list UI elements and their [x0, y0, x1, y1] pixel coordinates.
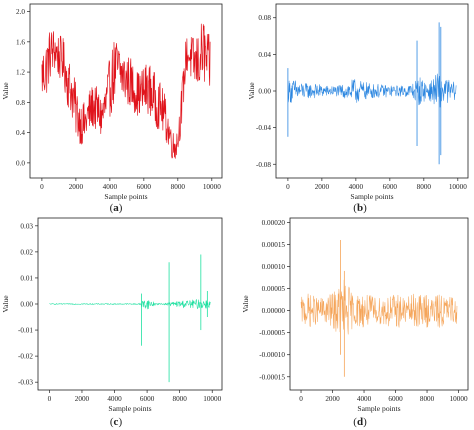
y-tick-label-d-1: -0.00010	[259, 351, 285, 359]
y-tick-label-a-4: 1.6	[16, 38, 25, 46]
series-line-b	[287, 73, 457, 108]
y-axis-title-b: Value	[247, 82, 256, 100]
x-tick-label-a-1: 2000	[69, 183, 84, 191]
x-tick-label-d-2: 4000	[357, 395, 372, 403]
series-line-d	[300, 279, 458, 335]
panel-a: 0 2000 4000 6000 8000 10000 0.0 0.4 0.8 1.2 1.6 2.0…	[1, 3, 223, 214]
plot-frame-d	[289, 217, 469, 391]
x-tick-label-b-2: 4000	[349, 183, 364, 191]
x-tick-label-a-2: 4000	[103, 183, 118, 191]
x-tick-label-b-4: 8000	[417, 183, 432, 191]
chart-d: 0 2000 4000 6000 8000 10000 -0.00015 -0.00010 -0…	[241, 217, 469, 413]
y-tick-label-d-0: -0.00015	[259, 373, 285, 381]
x-axis-title-c: Sample points	[108, 404, 151, 413]
y-tick-label-c-2: -0.01	[18, 327, 33, 335]
chart-a: 0 2000 4000 6000 8000 10000 0.0 0.4 0.8 1.2 1.6 2.0…	[1, 3, 223, 201]
x-tick-label-c-3: 6000	[140, 395, 155, 403]
y-tick-label-c-1: -0.02	[18, 353, 33, 361]
panel-c: 0 2000 4000 6000 8000 10000 -0.03 -0.02 -0.01 0.0…	[1, 217, 223, 428]
y-tick-label-b-1: -0.04	[256, 124, 271, 132]
y-tick-label-a-1: 0.4	[16, 129, 25, 137]
y-tick-label-a-2: 0.8	[16, 99, 25, 107]
x-tick-label-b-1: 2000	[315, 183, 330, 191]
panel-d: 0 2000 4000 6000 8000 10000 -0.00015 -0.00010 -0…	[241, 217, 469, 428]
y-axis-title-d: Value	[241, 295, 250, 313]
y-tick-label-d-7: 0.00020	[262, 219, 286, 227]
chart-b: 0 2000 4000 6000 8000 10000 -0.08 -0.04 0.00 0.04…	[247, 3, 469, 201]
x-tick-label-b-0: 0	[286, 183, 290, 191]
y-tick-label-a-0: 0.0	[16, 159, 25, 167]
y-tick-label-c-3: 0.00	[20, 301, 33, 309]
y-tick-label-d-5: 0.00010	[262, 263, 286, 271]
x-tick-label-c-1: 2000	[75, 395, 90, 403]
x-axis-title-a: Sample points	[104, 192, 147, 201]
x-axis-title-b: Sample points	[350, 192, 393, 201]
x-tick-label-c-2: 4000	[107, 395, 122, 403]
x-tick-label-a-5: 10000	[203, 183, 221, 191]
panel-label-a: (a)	[110, 202, 123, 214]
x-tick-label-d-0: 0	[299, 395, 303, 403]
y-tick-label-b-3: 0.04	[258, 51, 271, 59]
y-tick-label-a-3: 1.2	[16, 69, 25, 77]
x-tick-label-b-5: 10000	[449, 183, 467, 191]
x-tick-label-d-1: 2000	[325, 395, 340, 403]
series-line-c	[49, 299, 211, 310]
y-axis-title-c: Value	[1, 295, 10, 313]
y-tick-label-d-6: 0.00015	[262, 241, 286, 249]
panel-label-b: (b)	[353, 202, 367, 214]
y-tick-label-d-2: -0.00005	[259, 329, 285, 337]
x-tick-label-c-4: 8000	[172, 395, 187, 403]
y-tick-label-c-0: -0.03	[18, 379, 33, 387]
panel-b: 0 2000 4000 6000 8000 10000 -0.08 -0.04 0.00 0.04…	[247, 3, 469, 214]
y-tick-label-b-2: 0.00	[258, 88, 271, 96]
y-tick-label-c-4: 0.01	[20, 274, 33, 282]
x-tick-label-b-3: 6000	[383, 183, 398, 191]
chart-c: 0 2000 4000 6000 8000 10000 -0.03 -0.02 -0.01 0.0…	[1, 217, 223, 413]
y-tick-label-b-4: 0.08	[258, 14, 271, 22]
x-tick-label-c-5: 10000	[203, 395, 221, 403]
y-tick-label-a-5: 2.0	[16, 8, 25, 16]
x-tick-label-a-3: 6000	[137, 183, 152, 191]
y-tick-label-d-3: 0.00000	[262, 307, 286, 315]
x-tick-label-d-5: 10000	[450, 395, 468, 403]
x-tick-label-d-4: 8000	[420, 395, 435, 403]
x-tick-label-a-0: 0	[40, 183, 44, 191]
y-tick-label-c-6: 0.03	[20, 222, 33, 230]
x-tick-label-c-0: 0	[48, 395, 52, 403]
series-line-a	[41, 23, 211, 159]
x-tick-label-d-3: 6000	[388, 395, 403, 403]
panel-label-c: (c)	[110, 416, 123, 428]
x-axis-title-d: Sample points	[357, 404, 400, 413]
x-tick-label-a-4: 8000	[171, 183, 186, 191]
panel-label-d: (d)	[353, 416, 367, 428]
y-tick-label-b-0: -0.08	[256, 161, 271, 169]
y-tick-label-d-4: 0.00005	[262, 285, 286, 293]
y-tick-label-c-5: 0.02	[20, 248, 33, 256]
plot-frame-a	[29, 3, 223, 179]
y-axis-title-a: Value	[1, 82, 10, 100]
